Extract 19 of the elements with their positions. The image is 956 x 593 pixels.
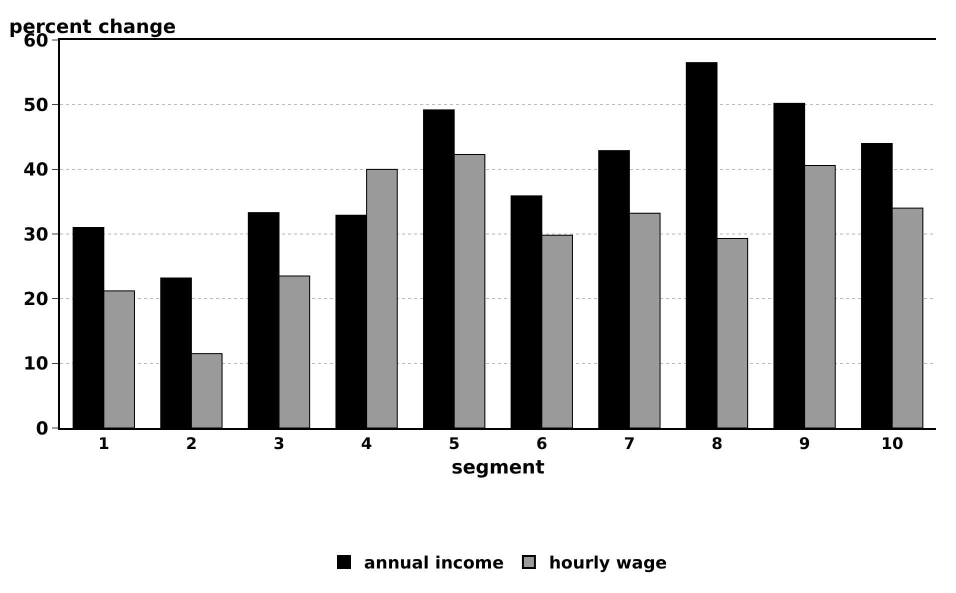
- x-tick-label: 1: [98, 434, 110, 454]
- x-tick-label: 9: [799, 434, 810, 454]
- y-tick-label: 0: [36, 418, 48, 440]
- x-tick-label: 6: [536, 434, 548, 454]
- y-tick-label: 50: [23, 94, 48, 116]
- x-tick-label: 10: [881, 434, 904, 454]
- y-tick-label: 40: [23, 160, 48, 181]
- y-tick-label: 10: [23, 354, 48, 375]
- x-tick-label: 3: [273, 434, 285, 454]
- x-tick-label: 5: [448, 434, 460, 454]
- x-tick-label: 4: [361, 434, 372, 454]
- x-tick-label: 2: [186, 434, 197, 454]
- x-tick-label: 7: [624, 434, 635, 454]
- x-tick-label: 8: [711, 434, 723, 454]
- legend-label: hourly wage: [548, 554, 667, 574]
- y-tick-label: 20: [23, 288, 48, 310]
- y-tick-label: 30: [23, 224, 48, 246]
- x-axis-title: segment: [451, 456, 545, 478]
- legend-label: annual income: [364, 554, 504, 574]
